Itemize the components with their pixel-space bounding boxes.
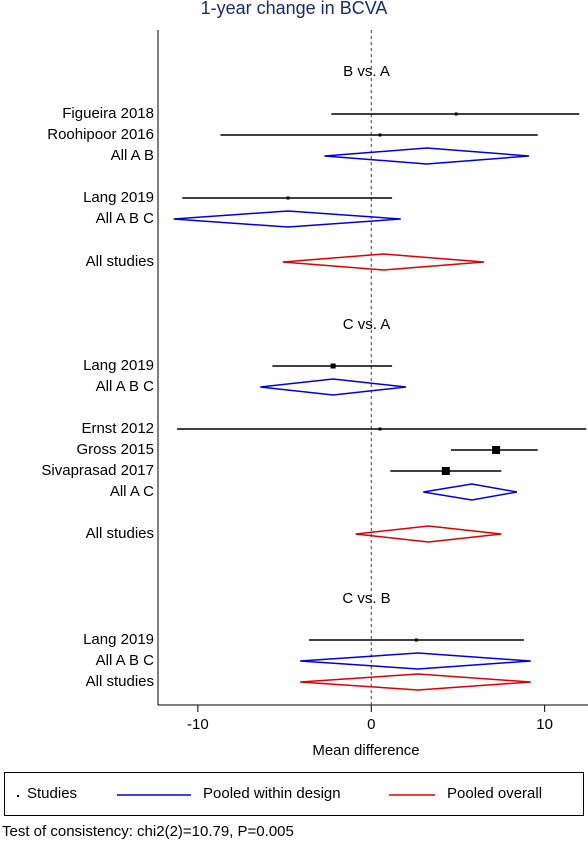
row-label: All A B — [110, 147, 154, 164]
pooled-overall-diamond — [300, 673, 531, 691]
study-point — [378, 133, 382, 137]
study-point — [414, 638, 418, 642]
row-label: All A C — [109, 483, 154, 500]
pooled-design-diamond — [423, 483, 518, 501]
section-label: B vs. A — [343, 63, 390, 80]
chart-title: 1-year change in BCVA — [200, 0, 388, 18]
legend-studies-label: Studies — [27, 785, 78, 802]
legend-symbols — [17, 794, 435, 797]
pooled-design-diamond — [324, 147, 530, 165]
x-tick-label: 0 — [367, 716, 376, 733]
row-label: Gross 2015 — [76, 441, 154, 458]
x-tick-label: -10 — [187, 716, 209, 733]
study-point — [378, 427, 382, 431]
row-label: Figueira 2018 — [62, 105, 154, 122]
study-point — [330, 363, 336, 369]
legend-design-label: Pooled within design — [203, 785, 341, 802]
row-label: All A B C — [95, 210, 154, 227]
row-label: Sivaprasad 2017 — [41, 462, 154, 479]
legend-overall-label: Pooled overall — [447, 785, 543, 802]
pooled-design-diamond — [173, 210, 401, 228]
consistency-test-note: Test of consistency: chi2(2)=10.79, P=0.… — [2, 823, 294, 840]
row-label: Lang 2019 — [83, 357, 154, 374]
x-axis-label: Mean difference — [312, 742, 420, 759]
row-label: Ernst 2012 — [81, 420, 154, 437]
row-label: All A B C — [95, 652, 154, 669]
section-label: C vs. B — [342, 590, 391, 607]
row-label: All studies — [85, 525, 154, 542]
pooled-overall-diamond — [282, 253, 485, 271]
row-label: Roohipoor 2016 — [47, 126, 154, 143]
row-label: All studies — [85, 253, 154, 270]
pooled-design-diamond — [300, 652, 531, 670]
legend-study-symbol — [17, 795, 19, 797]
study-point — [286, 196, 290, 200]
row-label: Lang 2019 — [83, 189, 154, 206]
legend: Studies Pooled within design Pooled over… — [4, 772, 584, 816]
row-label: All studies — [85, 673, 154, 690]
section-label: C vs. A — [342, 316, 391, 333]
row-label: All A B C — [95, 378, 154, 395]
study-point — [492, 446, 501, 454]
study-point — [454, 112, 458, 116]
row-label: Lang 2019 — [83, 631, 154, 648]
study-point — [441, 467, 450, 475]
x-tick-label: 10 — [536, 716, 553, 733]
pooled-design-diamond — [260, 378, 407, 396]
pooled-overall-diamond — [355, 525, 502, 543]
